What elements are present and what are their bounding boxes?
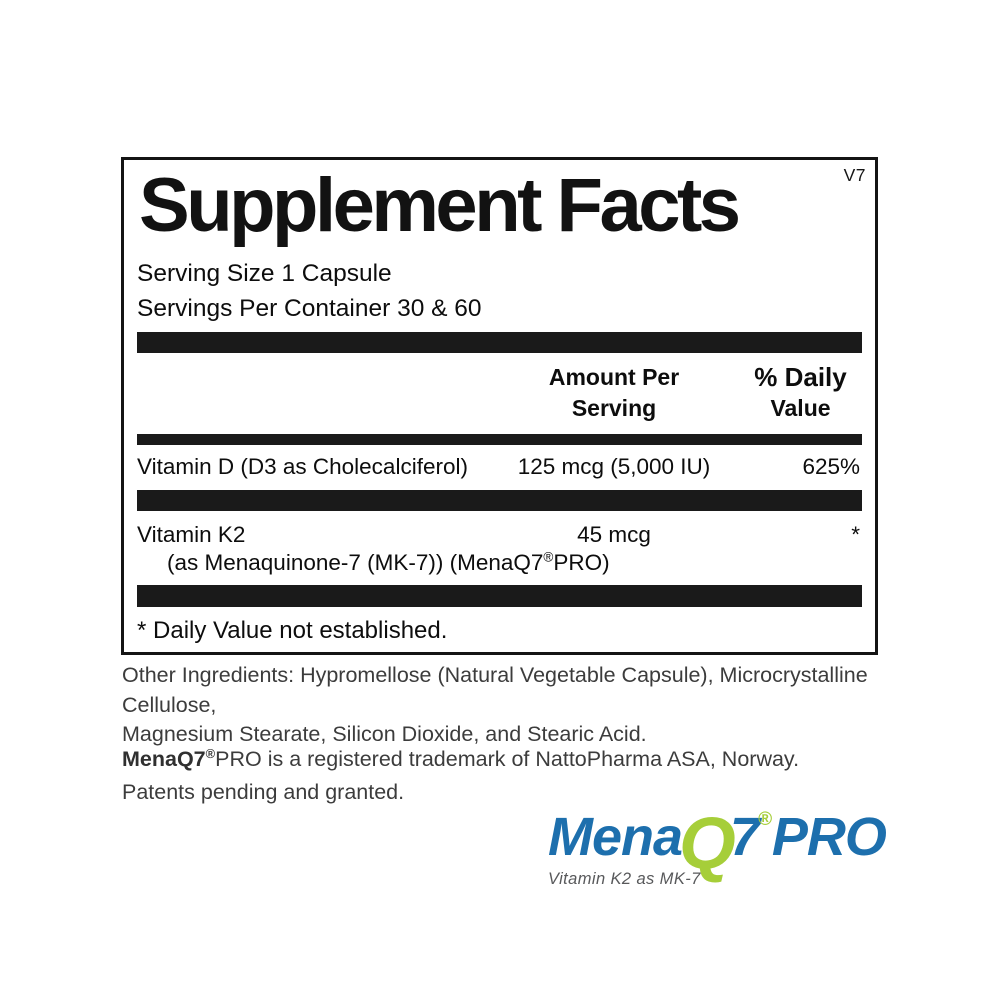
serving-size: Serving Size 1 Capsule <box>137 260 392 287</box>
patents-line: Patents pending and granted. <box>122 780 405 804</box>
registered-mark: ® <box>543 549 554 565</box>
registered-mark: ® <box>205 745 216 761</box>
nutrient-row-vitamin-d: Vitamin D (D3 as Cholecalciferol) 125 mc… <box>137 445 862 490</box>
menaq7-pro-logo: MenaQ7®PRO Vitamin K2 as MK-7 <box>548 793 887 888</box>
divider-bar-mid <box>137 490 862 511</box>
nutrient-name-detail: (as Menaquinone-7 (MK-7)) (MenaQ7®PRO) <box>167 549 610 575</box>
nutrient-row-vitamin-k2: Vitamin K2 45 mcg * (as Menaquinone-7 (M… <box>137 511 862 585</box>
header-percent-daily-value: % Daily Value <box>754 362 847 421</box>
panel-title: Supplement Facts <box>139 163 741 248</box>
logo-mena: Mena <box>548 807 683 867</box>
divider-bar-top <box>137 332 862 353</box>
daily-value-footnote: * Daily Value not established. <box>137 617 448 644</box>
divider-bar-header <box>137 434 862 445</box>
divider-bar-bottom <box>137 585 862 607</box>
logo-pro: PRO <box>771 807 887 867</box>
logo-seven: 7 <box>729 807 760 867</box>
logo-q: Q <box>679 803 736 884</box>
nutrient-daily-value: 625% <box>802 454 860 479</box>
logo-tagline: Vitamin K2 as MK-7 <box>548 870 701 888</box>
servings-per-container: Servings Per Container 30 & 60 <box>137 295 482 322</box>
trademark-notice: MenaQ7®PRO is a registered trademark of … <box>122 745 800 804</box>
other-ingredients: Other Ingredients: Hypromellose (Natural… <box>122 663 868 746</box>
header-amount-per-serving: Amount Per Serving <box>548 364 680 421</box>
supplement-facts-panel: V7 Supplement Facts Serving Size 1 Capsu… <box>121 157 878 655</box>
nutrient-name: Vitamin K2 <box>137 522 246 547</box>
column-header-row: Amount Per Serving % Daily Value <box>137 353 862 434</box>
registered-mark: ® <box>757 809 772 830</box>
nutrient-amount: 45 mcg <box>577 522 651 547</box>
nutrient-amount: 125 mcg (5,000 IU) <box>517 454 711 479</box>
nutrient-daily-value: * <box>851 522 860 547</box>
nutrient-name: Vitamin D (D3 as Cholecalciferol) <box>137 454 468 479</box>
version-label: V7 <box>843 165 866 185</box>
